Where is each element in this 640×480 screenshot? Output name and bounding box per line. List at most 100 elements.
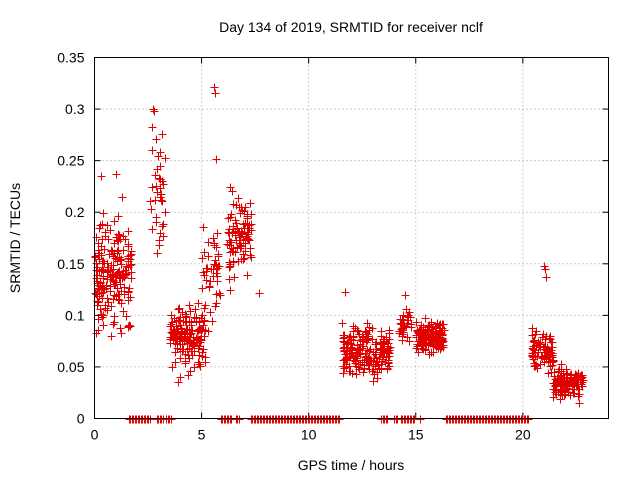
data-point [548,353,557,362]
data-point [210,83,219,92]
data-point [531,361,540,370]
data-point [113,269,122,278]
data-point [215,289,224,298]
data-point [352,354,361,363]
data-point [405,308,414,317]
data-point [99,274,108,283]
data-point [122,262,131,271]
data-point [94,326,103,335]
data-point [184,371,193,380]
data-point [187,321,196,330]
data-point [574,385,583,394]
data-point [159,180,168,189]
y-tick-label: 0.15 [57,256,84,272]
data-point [153,165,162,174]
data-point [156,148,165,157]
data-point [355,345,364,354]
data-point [91,253,100,262]
data-point [168,318,177,327]
data-point [566,391,575,400]
data-point [226,286,235,295]
data-point [348,345,357,354]
data-point [228,187,237,196]
data-point [161,208,170,217]
y-tick-label: 0.2 [65,204,85,220]
data-point [111,278,120,287]
data-point [341,288,350,297]
data-point [110,291,119,300]
zero-data-point [146,415,155,424]
data-point [239,255,248,264]
data-point [535,342,544,351]
data-point [341,355,350,364]
data-point [363,319,372,328]
data-point [195,360,204,369]
data-point [427,338,436,347]
data-point [213,264,222,273]
zero-data-point [235,415,244,424]
data-point [385,329,394,338]
y-tick-label: 0.05 [57,359,84,375]
data-point [342,354,351,363]
data-point [181,359,190,368]
data-point [106,266,115,275]
data-point [119,267,128,276]
data-point [175,333,184,342]
data-point [384,344,393,353]
data-point [554,367,563,376]
y-tick-label: 0.35 [57,50,84,66]
data-point [381,358,390,367]
data-point [236,209,245,218]
data-point [212,299,221,308]
data-point [528,324,537,333]
chart-title: Day 134 of 2019, SRMTID for receiver ncl… [219,19,483,35]
data-point [438,338,447,347]
data-point [434,344,443,353]
data-point [103,221,112,230]
data-point [107,302,116,311]
data-point [92,233,101,242]
data-point [104,235,113,244]
data-point [110,239,119,248]
data-point [198,352,207,361]
data-point [170,314,179,323]
data-point [187,329,196,338]
data-point [158,130,167,139]
data-point [208,317,217,326]
data-point [348,369,357,378]
data-point [124,240,133,249]
data-point [354,327,363,336]
data-point [168,329,177,338]
data-point [439,320,448,329]
data-point [124,322,133,331]
data-point [541,335,550,344]
data-point [565,377,574,386]
data-point [148,146,157,155]
data-point [127,274,136,283]
data-point [364,334,373,343]
data-point [181,310,190,319]
axis-ticks: 0 5 10 15 20 0 0.05 0.1 0.15 0.2 0.25 0.3 0.35 [57,50,609,443]
zero-data-point [416,415,425,424]
data-point [436,326,445,335]
data-point [403,333,412,342]
data-point [206,308,215,317]
data-point [346,367,355,376]
data-point [212,155,221,164]
data-point [255,289,264,298]
data-point [157,190,166,199]
data-point [167,320,176,329]
data-points [91,83,588,424]
data-point [413,327,422,336]
data-point [436,337,445,346]
data-point [213,229,222,238]
data-point [359,368,368,377]
data-point [101,228,110,237]
data-point [407,320,416,329]
data-point [122,312,131,321]
data-point [176,354,185,363]
data-point [214,262,223,271]
data-point [362,328,371,337]
data-point [575,399,584,408]
data-point [114,230,123,239]
